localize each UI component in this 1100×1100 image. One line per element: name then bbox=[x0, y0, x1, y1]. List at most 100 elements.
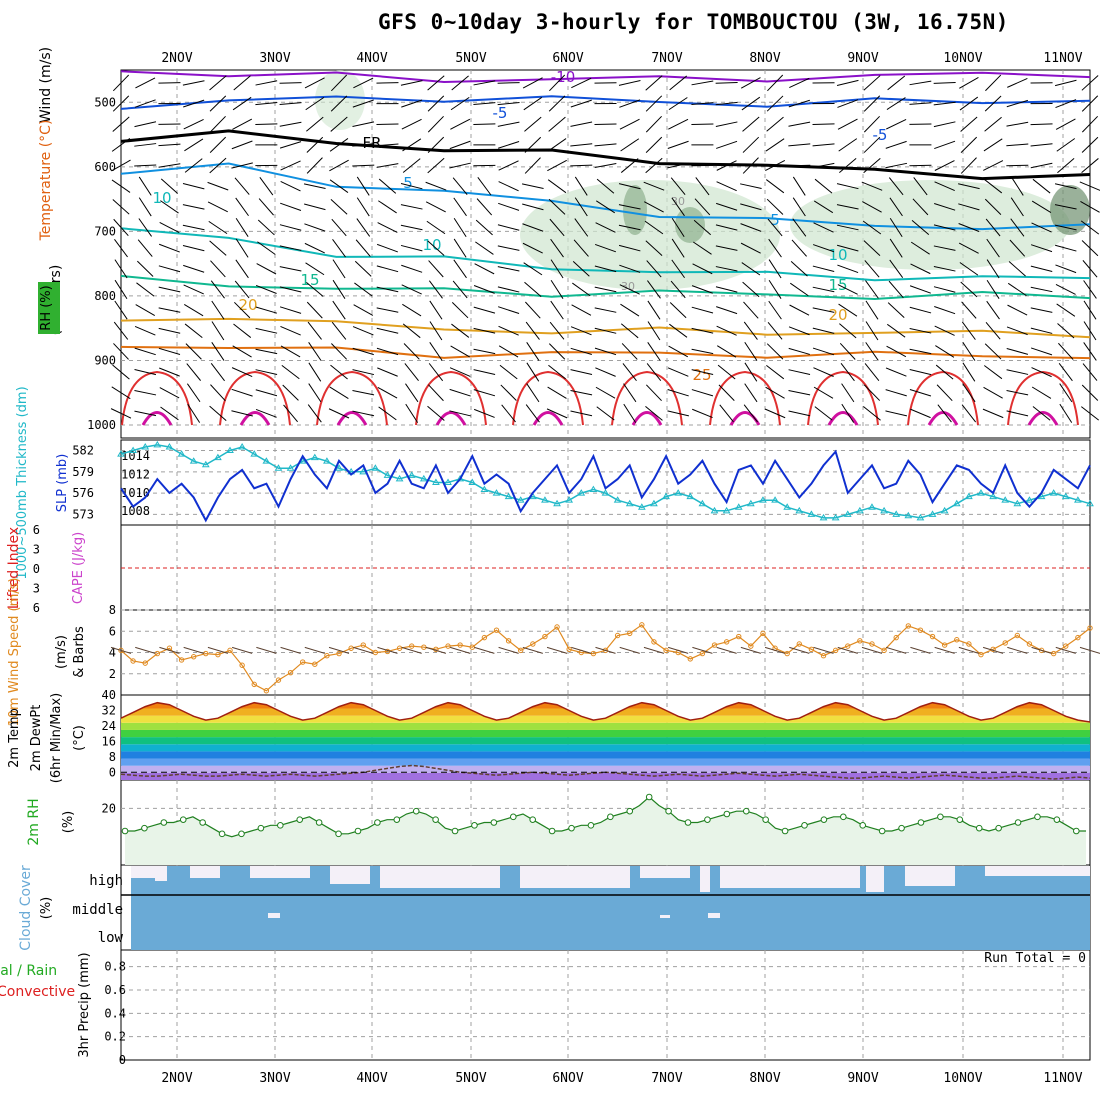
wind10m-barb bbox=[546, 646, 568, 654]
wind-barb bbox=[814, 406, 833, 421]
precip-tick: 0.2 bbox=[104, 1030, 126, 1044]
contour-label: 25 bbox=[692, 366, 711, 384]
wind10m-barb bbox=[619, 646, 640, 654]
wind10m-marker bbox=[178, 657, 185, 663]
top-day-label: 2NOV bbox=[161, 51, 192, 66]
thickness-marker bbox=[1025, 496, 1034, 503]
rh-marker bbox=[607, 813, 614, 821]
wind-barb bbox=[959, 77, 979, 89]
wind-barb bbox=[594, 265, 617, 273]
wind-barb bbox=[716, 181, 737, 192]
rh-marker bbox=[412, 807, 420, 815]
wind-barb bbox=[933, 224, 956, 231]
wind-barb bbox=[449, 162, 471, 169]
wind-barb bbox=[865, 280, 879, 299]
wind-barb bbox=[183, 304, 204, 317]
wind-barb bbox=[765, 386, 785, 399]
wind-barb bbox=[1054, 79, 1077, 87]
wind-barb bbox=[934, 140, 956, 150]
wind10m-marker bbox=[748, 643, 754, 649]
wind-barb bbox=[716, 345, 737, 358]
wind-barb bbox=[427, 405, 445, 421]
wind-barb bbox=[667, 140, 689, 149]
wind-barb bbox=[111, 386, 131, 400]
wind-barb bbox=[425, 181, 447, 191]
cloud-clear bbox=[520, 866, 630, 888]
wind-barb bbox=[1082, 363, 1098, 381]
wind-barb bbox=[889, 217, 903, 238]
wind-barb bbox=[574, 176, 588, 196]
wind-barb bbox=[114, 300, 128, 320]
wind-barb bbox=[1080, 200, 1100, 213]
wind-barb bbox=[160, 200, 179, 214]
wind-barb bbox=[182, 80, 205, 86]
wind-barb bbox=[279, 102, 302, 106]
wind-barb bbox=[158, 243, 180, 253]
surface-contour bbox=[611, 370, 683, 426]
wind-barb bbox=[1006, 164, 1029, 167]
wind-barb bbox=[740, 223, 762, 232]
wind-barb bbox=[547, 159, 567, 172]
wind-barb bbox=[498, 181, 519, 192]
wind-barb bbox=[185, 343, 202, 360]
wind-barb bbox=[909, 306, 932, 314]
wind-barb bbox=[959, 262, 979, 276]
wind-barb bbox=[982, 408, 1004, 419]
wind-barb bbox=[450, 345, 470, 358]
wind10m-marker bbox=[760, 630, 766, 637]
wind-barb bbox=[570, 143, 593, 147]
wind-barb bbox=[647, 300, 661, 320]
top-day-label: 9NOV bbox=[847, 51, 878, 66]
wind-barb bbox=[207, 181, 229, 191]
wind-barb bbox=[960, 136, 978, 153]
wind-barb bbox=[1030, 244, 1053, 253]
wind-barb bbox=[646, 260, 662, 278]
thickness-marker bbox=[480, 485, 489, 493]
wind-barb bbox=[427, 95, 445, 112]
wind-barb bbox=[378, 406, 397, 421]
wind-barb bbox=[548, 364, 566, 380]
wind10m-barb bbox=[837, 646, 858, 654]
wind-barb bbox=[768, 279, 782, 299]
wind-barb bbox=[110, 408, 132, 419]
wind-barb bbox=[1059, 383, 1073, 403]
wind-barb bbox=[209, 405, 227, 421]
wind10m-marker bbox=[287, 669, 294, 676]
thickness-marker bbox=[771, 496, 779, 503]
wind-barb bbox=[429, 321, 443, 341]
wind-barb bbox=[814, 178, 833, 194]
wind-barb bbox=[233, 75, 251, 91]
wind-barb bbox=[549, 321, 565, 340]
thickness-marker bbox=[129, 446, 137, 454]
wind-barb bbox=[186, 363, 201, 381]
wind-barb bbox=[645, 384, 662, 402]
temp-legend: Temperature (°C) bbox=[38, 120, 54, 242]
wind10m-marker bbox=[481, 634, 488, 641]
wind-barb bbox=[184, 323, 203, 338]
wind-barb bbox=[620, 158, 639, 173]
wind10m-marker bbox=[663, 647, 669, 654]
wind-barb bbox=[138, 197, 152, 217]
wind-barb bbox=[594, 307, 617, 313]
wind-barb bbox=[742, 281, 760, 298]
wind-barb bbox=[400, 224, 423, 231]
pressure-tick: 700 bbox=[94, 224, 116, 238]
wind10m-marker bbox=[966, 641, 972, 647]
surface-contour bbox=[907, 370, 979, 426]
wind-barb bbox=[522, 77, 543, 89]
cloud-clear bbox=[640, 866, 690, 878]
wind-barb bbox=[332, 259, 346, 279]
wind-barb bbox=[1006, 121, 1029, 127]
thickness-marker bbox=[940, 506, 949, 514]
wind10m-marker bbox=[324, 652, 330, 659]
wind-barb bbox=[1030, 123, 1053, 126]
wind10m-marker bbox=[227, 647, 233, 654]
wind-barb bbox=[280, 202, 302, 211]
temp-band bbox=[121, 708, 1090, 716]
wind-barb bbox=[112, 74, 130, 92]
wind-barb bbox=[838, 303, 858, 317]
wind-barb bbox=[402, 158, 421, 173]
wind-barb bbox=[547, 386, 567, 399]
wind-barb bbox=[138, 218, 152, 237]
wind-barb bbox=[913, 177, 928, 196]
